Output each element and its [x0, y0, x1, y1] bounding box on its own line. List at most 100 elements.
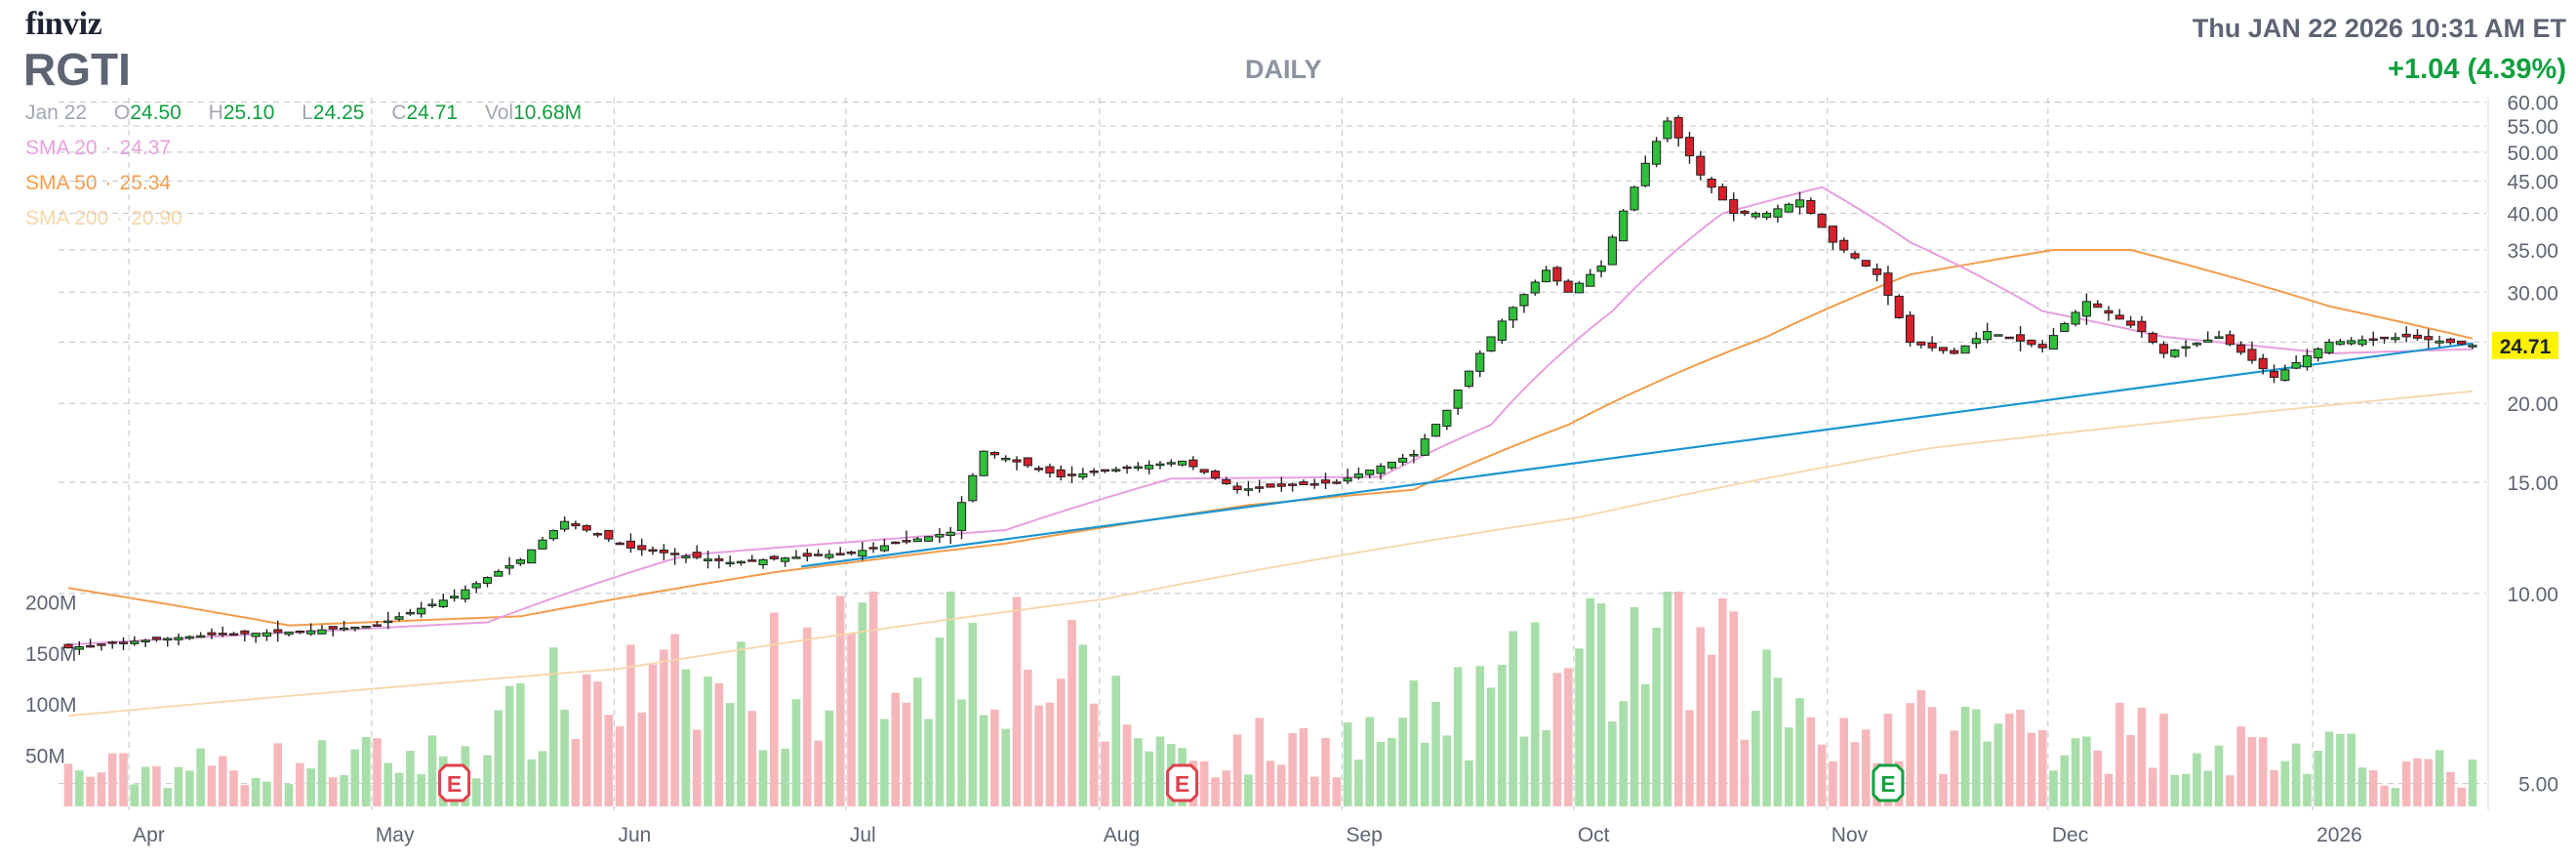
volume-bar [615, 725, 624, 806]
volume-bar [63, 763, 73, 806]
volume-bar [2037, 729, 2047, 806]
candle [1729, 192, 1739, 222]
volume-bar [2236, 726, 2245, 806]
y-tick-label: 15.00 [2507, 473, 2558, 495]
candle-body [317, 629, 327, 635]
candle-body [2192, 343, 2202, 346]
volume-bar [990, 709, 999, 806]
candle [1828, 226, 1838, 251]
candle [2247, 342, 2257, 364]
candle [979, 450, 988, 476]
volume-bar [2126, 734, 2135, 806]
volume-bar [1829, 760, 1837, 806]
candle [2114, 308, 2124, 320]
candle-body [1486, 336, 1496, 352]
volume-bar [240, 785, 250, 806]
volume-bar [1685, 710, 1694, 806]
candle-body [2291, 362, 2301, 369]
candle-body [2114, 314, 2124, 320]
chart-period: DAILY [1245, 55, 1322, 84]
finviz-logo[interactable]: finviz [25, 6, 102, 42]
candle [372, 621, 382, 627]
volume-bar [1244, 774, 1253, 806]
volume-bar [516, 682, 525, 806]
volume-bar [1707, 654, 1716, 806]
candle [1530, 279, 1540, 296]
candle [769, 555, 779, 561]
candle-body [218, 633, 227, 636]
earnings-marker[interactable]: E [438, 763, 471, 802]
candle [1475, 349, 1485, 378]
candle-body [372, 624, 382, 627]
candle [659, 544, 668, 560]
candle-body [1663, 120, 1672, 140]
candle-body [1552, 267, 1562, 282]
candle-body [2247, 349, 2257, 361]
candle [968, 473, 978, 503]
candle-body [1684, 137, 1695, 157]
candle-body [328, 626, 338, 630]
candle [846, 550, 857, 556]
candle-body [1530, 281, 1540, 294]
earnings-marker[interactable]: E [1166, 763, 1199, 802]
candle-body [1596, 266, 1606, 272]
candle-body [2457, 340, 2467, 345]
volume-bar [2159, 714, 2168, 806]
volume-bar [913, 678, 922, 806]
volume-bar [1839, 718, 1849, 806]
volume-bar [891, 692, 901, 806]
y-tick-label: 5.00 [2518, 774, 2558, 797]
open-label: O [113, 102, 131, 124]
volume-bar [847, 633, 856, 806]
candle-body [494, 570, 503, 577]
candle [2126, 315, 2136, 329]
volume-bar [2368, 770, 2378, 806]
volume-bars [63, 592, 2477, 806]
volume-value: 10.68M [513, 102, 583, 124]
candle-body [1707, 178, 1716, 188]
candle [527, 549, 537, 564]
volume-bar [2004, 714, 2014, 806]
candle [196, 632, 206, 638]
candle [1607, 234, 1617, 266]
volume-bar [1586, 597, 1595, 806]
candle-body [1475, 352, 1485, 372]
candle-body [2347, 340, 2356, 345]
earnings-marker[interactable]: E [1872, 763, 1905, 802]
x-tick-label: May [376, 824, 415, 846]
candle [2412, 329, 2423, 341]
volume-bar [427, 735, 437, 806]
candle [63, 643, 73, 649]
volume-bar [2291, 743, 2301, 806]
volume-bar [1575, 648, 1584, 806]
candle [2324, 339, 2334, 355]
candle-body [1673, 116, 1683, 139]
candle [1442, 409, 1452, 431]
candle [1960, 345, 1970, 354]
candle [1178, 460, 1187, 467]
candle [2368, 331, 2378, 347]
y-tick-label: 40.00 [2507, 204, 2558, 226]
candle [2192, 342, 2202, 348]
candle [1673, 115, 1683, 147]
x-tick-label: Nov [1831, 824, 1869, 846]
volume-bar [1773, 678, 1783, 806]
volume-bar [75, 770, 84, 806]
candle-body [1299, 481, 1308, 486]
volume-bar [1134, 738, 1143, 806]
x-tick-label: Sep [1346, 824, 1382, 846]
volume-bar [2413, 758, 2422, 806]
volume-bar [1056, 678, 1066, 806]
candle [86, 638, 96, 648]
volume-bar [2347, 733, 2355, 806]
candle [118, 637, 129, 651]
volume-bar [2303, 773, 2312, 806]
volume-bar [229, 770, 238, 806]
candle [2357, 335, 2367, 348]
candle [681, 554, 691, 563]
volume-bar [350, 749, 360, 806]
candle-body [1993, 334, 2003, 337]
candle-body [2016, 334, 2026, 342]
candle [2468, 343, 2477, 349]
